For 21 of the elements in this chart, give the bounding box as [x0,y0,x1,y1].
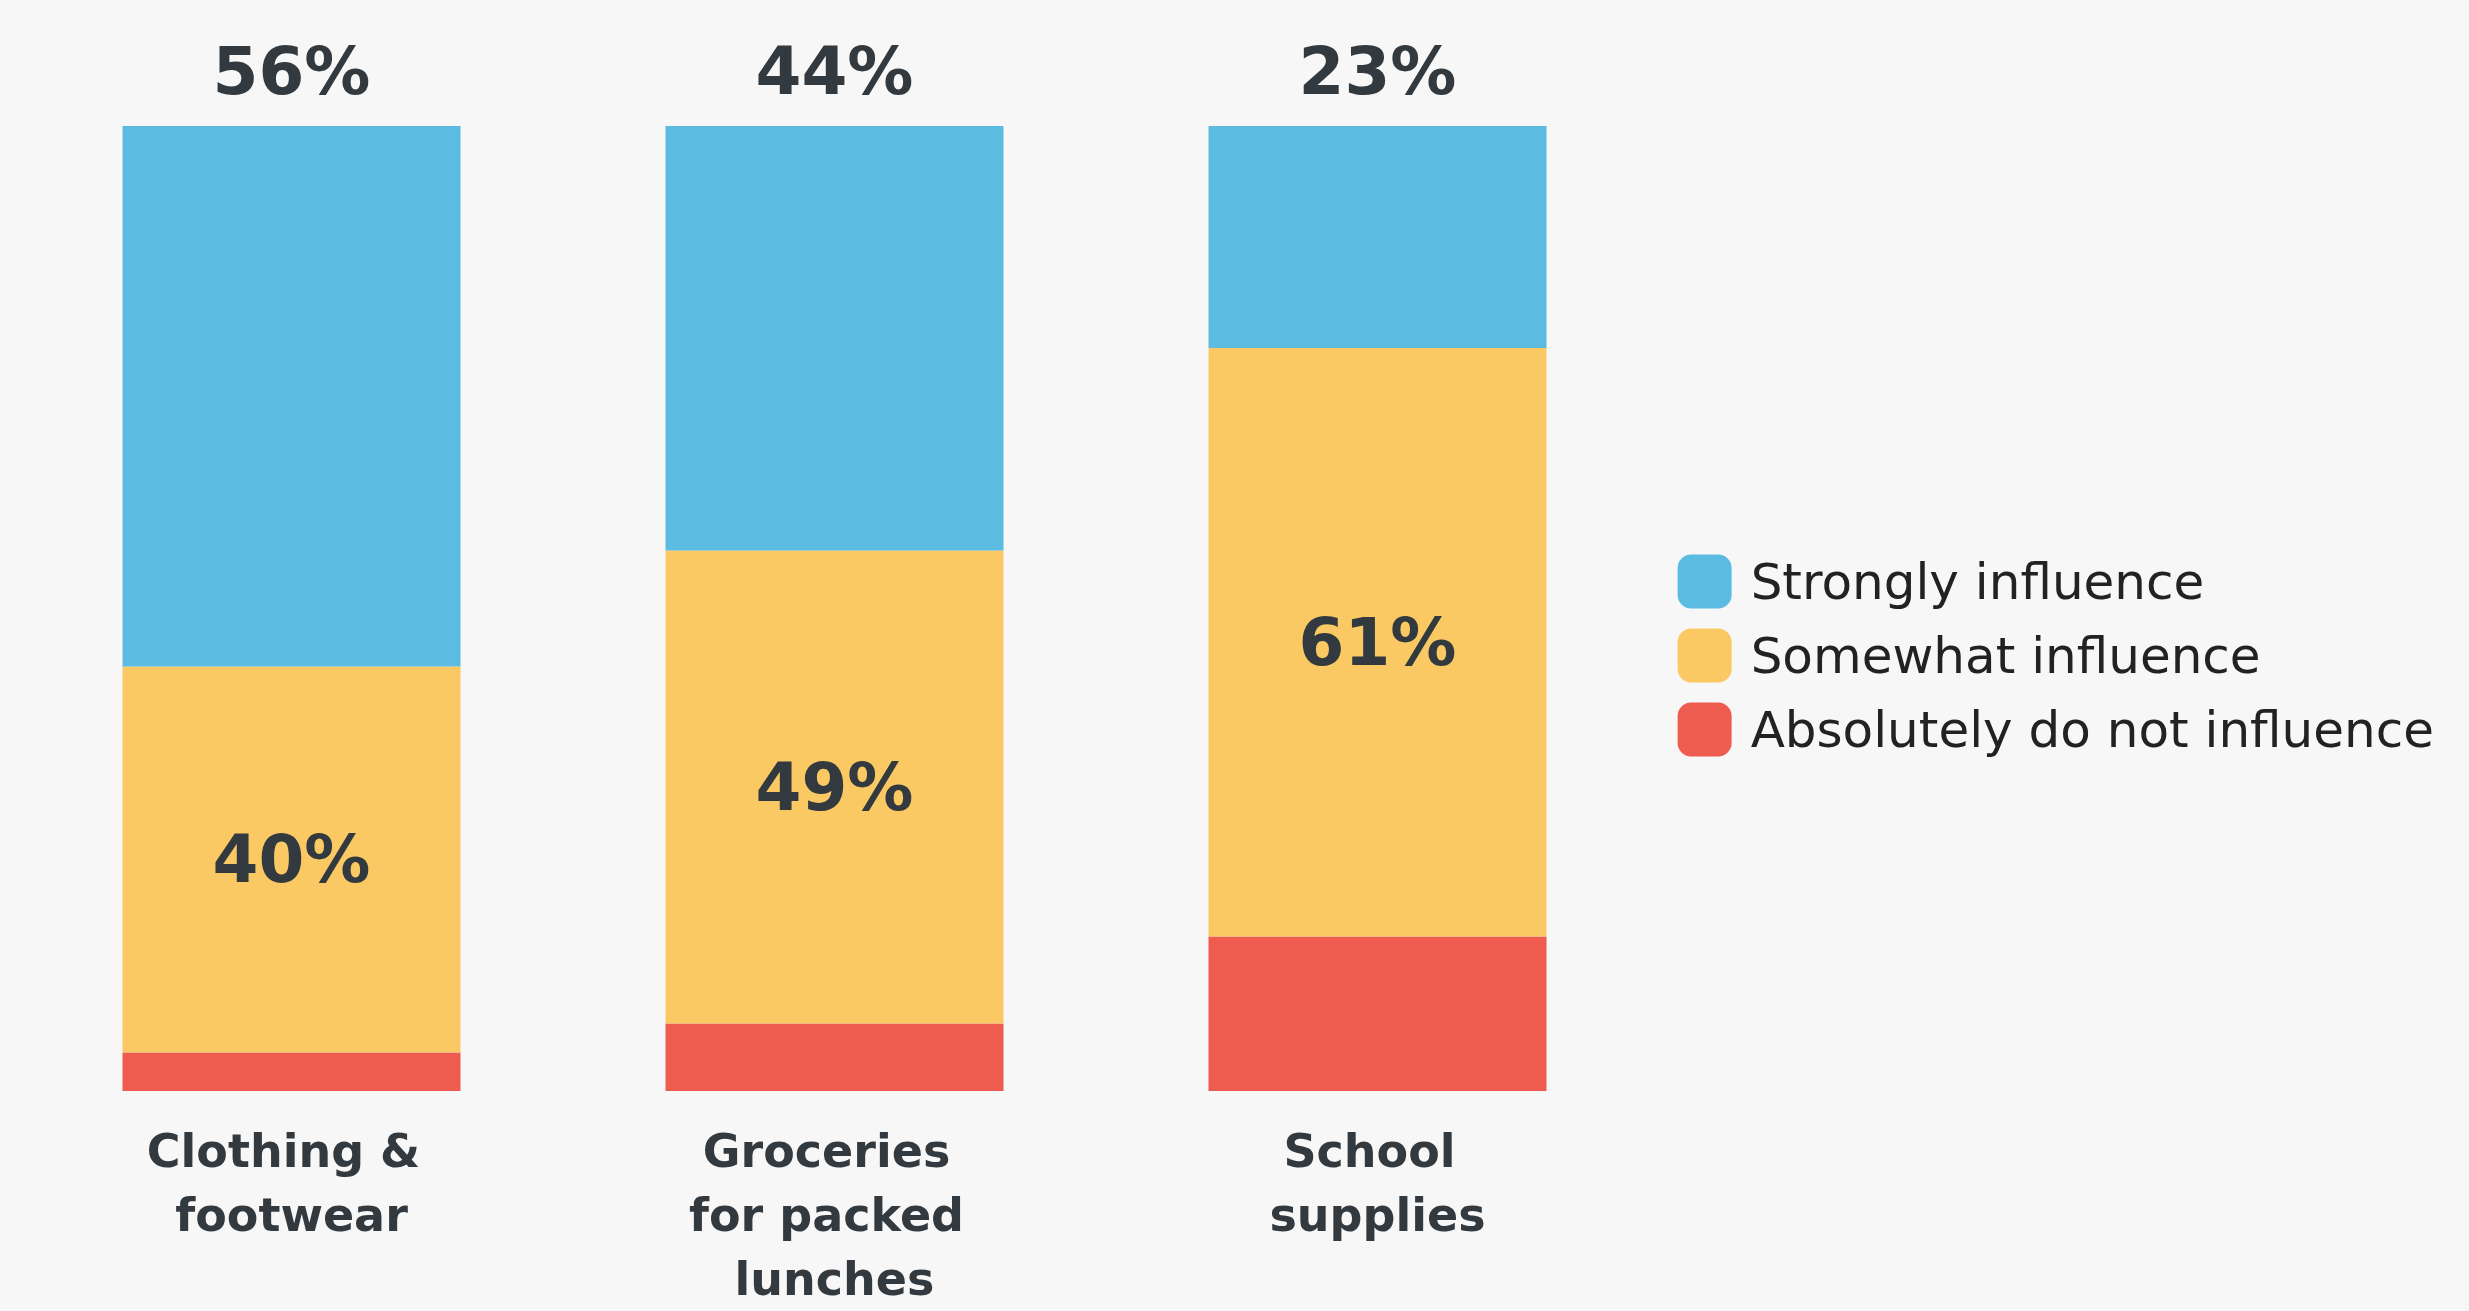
data-label: 23% [1298,32,1457,110]
bar [665,126,1004,551]
data-label: 40% [212,820,371,898]
data-label: 61% [1298,603,1457,681]
bar [1208,347,1547,937]
x-tick-label: School supplies [1269,1124,1486,1242]
data-label: 44% [755,32,914,110]
data-label: 49% [755,748,914,826]
bar [122,666,461,1053]
bar [665,1023,1004,1091]
bar [122,1052,461,1091]
legend-label: Strongly influence [1750,552,2205,611]
bar [122,126,461,667]
legend-label: Absolutely do not influence [1750,700,2434,759]
data-label: 56% [212,32,371,110]
x-tick-label: Clothing & footwear [146,1124,437,1242]
x-tick-label: Groceries for packed lunches [688,1124,981,1306]
legend-label: Somewhat influence [1750,626,2261,685]
bar [1208,126,1547,348]
bar [1208,936,1547,1091]
bar [665,550,1004,1024]
